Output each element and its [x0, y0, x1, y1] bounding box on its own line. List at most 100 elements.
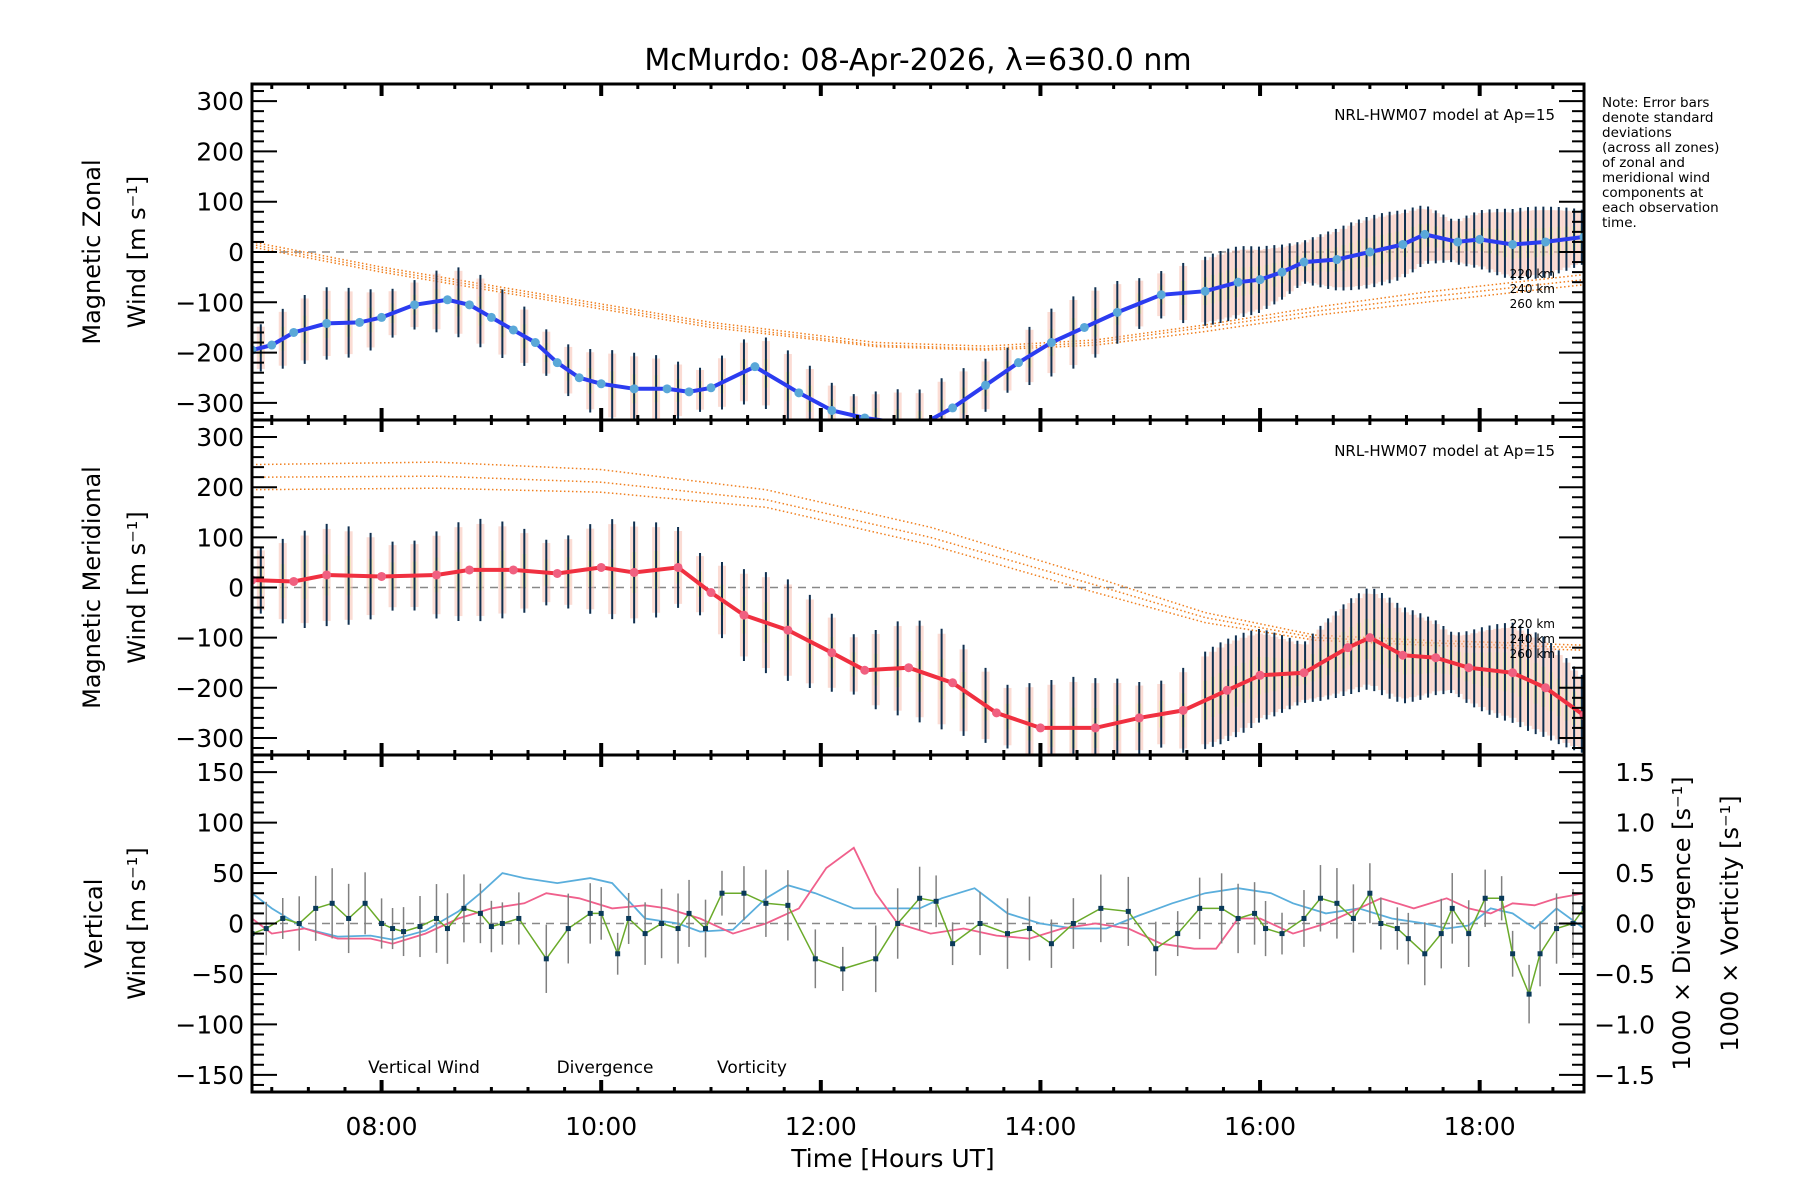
vertical-wind-point: [1350, 915, 1356, 921]
vertical-wind-point: [280, 915, 286, 921]
vertical-wind-point: [686, 910, 692, 916]
right-axis-tick-label: 0.0: [1615, 910, 1655, 939]
y-tick-label: −100: [175, 288, 244, 317]
vertical-wind-point: [1438, 931, 1444, 937]
mean-wind-point: [783, 625, 793, 635]
vertical-wind-point: [417, 924, 423, 930]
vertical-wind-point: [615, 951, 621, 957]
vertical-wind-point: [1026, 926, 1032, 932]
model-label: NRL-HWM07 model at Ap=15: [1334, 442, 1555, 460]
mean-wind-point: [1255, 670, 1265, 680]
vertical-wind-point: [346, 915, 352, 921]
y-tick-label: 0: [228, 910, 244, 939]
vertical-wind-point: [499, 921, 505, 926]
vertical-wind-point: [950, 941, 956, 947]
mean-wind-point: [1420, 229, 1430, 239]
vertical-wind-point: [444, 926, 450, 932]
mean-wind-point: [596, 379, 606, 389]
legend-divergence: Divergence: [557, 1058, 654, 1078]
mean-wind-point: [1541, 683, 1551, 693]
vertical-wind-point: [1070, 921, 1076, 926]
mean-wind-point: [289, 576, 299, 586]
y-tick-label: −200: [175, 674, 244, 703]
mean-wind-point: [1365, 633, 1375, 643]
right-axis-tick-label: −1.5: [1594, 1061, 1655, 1090]
y-tick-label: 100: [196, 188, 244, 217]
y-tick-label: 150: [196, 758, 244, 787]
x-tick-label: 16:00: [1224, 1112, 1296, 1141]
mean-wind-point: [706, 588, 716, 598]
x-tick-label: 08:00: [346, 1112, 418, 1141]
vertical-wind-point: [296, 921, 302, 926]
mean-wind-point: [673, 562, 683, 572]
mean-wind-point: [1046, 338, 1056, 348]
mean-wind-point: [377, 571, 387, 581]
y-tick-label: −300: [175, 389, 244, 418]
mean-wind-point: [410, 300, 420, 310]
mean-wind-point: [552, 358, 562, 368]
vertical-wind-point: [1510, 951, 1516, 957]
vertical-wind-point: [1378, 921, 1384, 926]
y-axis-label-units: Wind [m s⁻¹]: [123, 847, 151, 999]
mean-wind-point: [1299, 668, 1309, 678]
mean-wind-point: [1035, 723, 1045, 733]
note-line: deviations: [1602, 125, 1672, 141]
model-altitude-label: 240 km: [1510, 282, 1555, 296]
vertical-wind-point: [263, 926, 269, 932]
vertical-wind-point: [1334, 900, 1340, 906]
vertical-wind-point: [840, 966, 846, 972]
y-axis-label-units: Wind [m s⁻¹]: [123, 511, 151, 663]
model-curve-260km: [252, 487, 1584, 651]
mean-wind-point: [1079, 322, 1089, 332]
mean-wind-point: [1541, 237, 1551, 247]
vertical-wind-point: [598, 910, 604, 916]
vertical-wind-point: [1048, 941, 1054, 947]
mean-wind-point: [1013, 358, 1023, 368]
right-axis-tick-label: 1.5: [1615, 758, 1655, 787]
mean-wind-point: [1365, 247, 1375, 257]
mean-wind-point: [860, 413, 870, 420]
mean-wind-point: [508, 565, 518, 575]
vertical-wind-point: [1125, 908, 1131, 914]
mean-wind-point: [1233, 277, 1243, 287]
y-tick-label: 300: [196, 87, 244, 116]
mean-wind-point: [1200, 286, 1210, 296]
x-tick-label: 12:00: [785, 1112, 857, 1141]
vertical-wind-point: [703, 926, 709, 932]
mean-wind-point: [1453, 237, 1463, 247]
mean-wind-point: [1398, 650, 1408, 660]
vertical-wind-point: [1405, 936, 1411, 942]
vertical-wind-point: [401, 929, 407, 935]
vertical-wind-point: [1422, 951, 1428, 957]
note-text: Note: Error bars denote standard deviati…: [1602, 96, 1792, 231]
vorticity-axis-label: 1000 × Vorticity [s⁻¹]: [1716, 795, 1744, 1051]
model-label: NRL-HWM07 model at Ap=15: [1334, 106, 1555, 124]
vertical-wind-point: [362, 900, 368, 906]
vertical-wind-point: [977, 921, 983, 926]
vertical-wind-point: [1252, 910, 1258, 916]
mean-wind-line: [252, 565, 1584, 730]
panel-vertical-plot: [252, 846, 1584, 1024]
vertical-wind-point: [626, 915, 632, 921]
vertical-wind-point: [587, 910, 593, 916]
mean-wind-point: [442, 295, 452, 305]
mean-wind-point: [629, 384, 639, 394]
vertical-wind-point: [1279, 931, 1285, 937]
vertical-wind-point: [543, 956, 549, 962]
vertical-wind-point: [719, 890, 725, 896]
mean-wind-point: [827, 405, 837, 415]
mean-wind-point: [267, 340, 277, 350]
note-line: of zonal and: [1602, 155, 1685, 171]
vertical-wind-point: [1499, 895, 1505, 901]
mean-wind-point: [464, 300, 474, 310]
y-tick-label: −50: [191, 960, 244, 989]
mean-wind-point: [1343, 643, 1353, 653]
mean-wind-point: [1090, 723, 1100, 733]
mean-wind-point: [322, 570, 332, 580]
vertical-wind-point: [1554, 926, 1560, 932]
y-tick-label: 100: [196, 523, 244, 552]
mean-wind-point: [1178, 705, 1188, 715]
model-altitude-label: 260 km: [1510, 647, 1555, 661]
y-tick-label: −150: [175, 1061, 244, 1090]
note-line: each observation: [1602, 200, 1719, 216]
